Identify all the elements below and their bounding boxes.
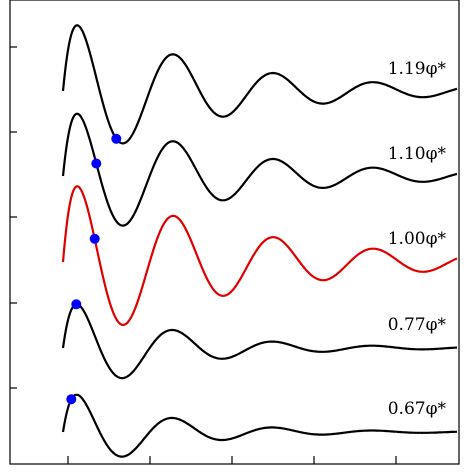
series-marker-2: [91, 158, 102, 169]
series-line-2: [61, 112, 458, 227]
series-marker-5: [66, 394, 77, 405]
series-line-5: [61, 393, 458, 458]
curve-labels: 1.19φ* 1.10φ* 1.00φ* 0.77φ* 0.67φ*: [388, 59, 447, 419]
curves: [61, 24, 458, 458]
series-marker-4: [71, 299, 82, 310]
series-marker-3: [89, 233, 100, 244]
series-line-4: [61, 303, 458, 380]
series-label-4: 0.77φ*: [388, 315, 447, 335]
series-line-3: [61, 185, 458, 326]
series-line-1: [61, 24, 458, 145]
series-label-1: 1.19φ*: [388, 59, 447, 79]
plot-frame: [9, 0, 460, 465]
axes-box: [9, 0, 460, 465]
series-label-3: 1.00φ*: [388, 229, 447, 249]
series-marker-1: [111, 133, 122, 144]
series-label-5: 0.67φ*: [388, 399, 447, 419]
series-label-2: 1.10φ*: [388, 144, 447, 164]
